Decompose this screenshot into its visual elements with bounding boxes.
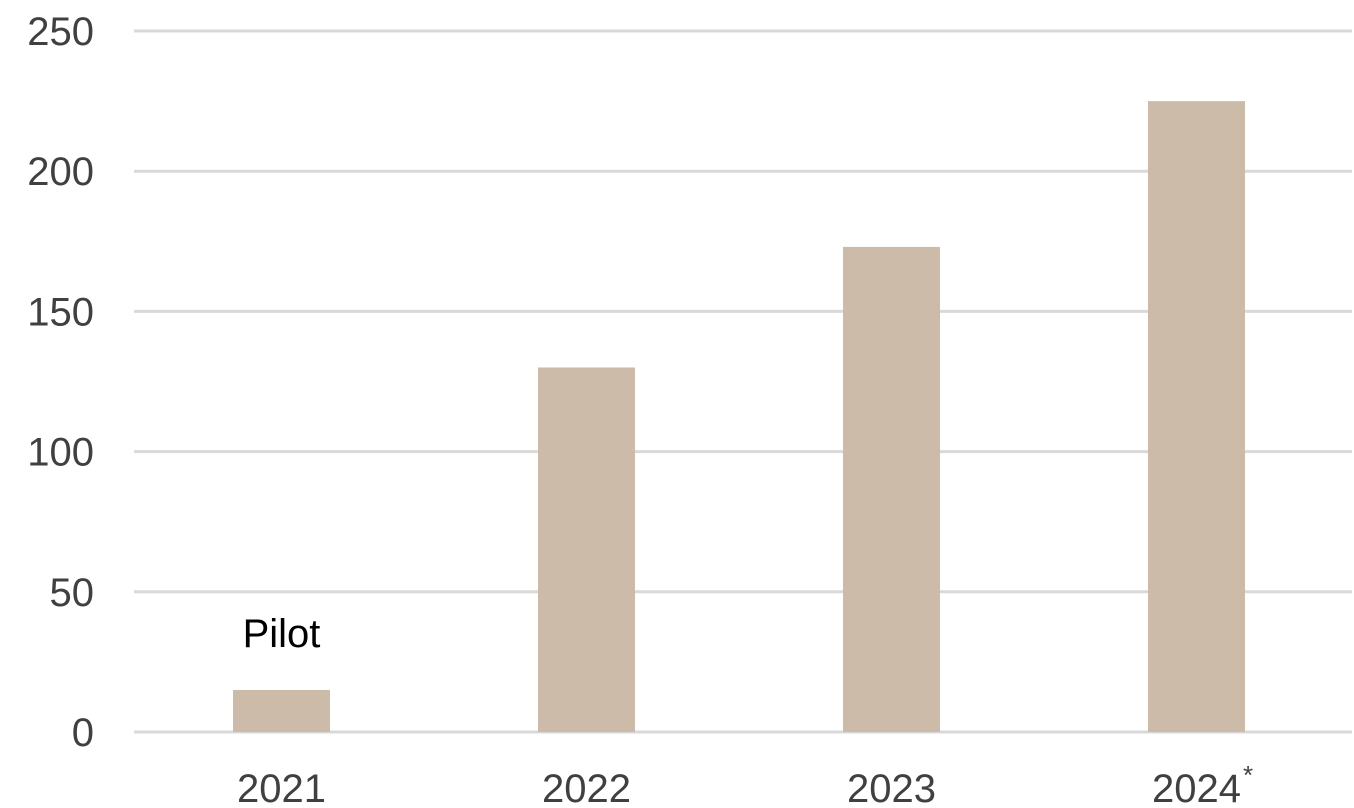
y-tick-label: 100 <box>27 431 94 475</box>
x-tick-label: 2024 <box>1152 767 1241 808</box>
bar-2022 <box>538 367 635 732</box>
y-axis-ticks: 0 50 100 150 200 250 <box>27 10 94 755</box>
bar-2023 <box>843 246 940 732</box>
x-tick-label: 2022 <box>542 767 631 808</box>
y-tick-label: 150 <box>27 290 94 334</box>
annotation-label: Pilot <box>243 612 321 656</box>
x-tick-label: 2021 <box>237 767 326 808</box>
bar-2021 <box>233 689 330 732</box>
y-tick-label: 250 <box>27 10 94 54</box>
y-tick-label: 0 <box>72 711 94 755</box>
y-tick-label: 50 <box>50 571 95 615</box>
bars <box>233 101 1245 733</box>
bar-2024 <box>1148 101 1245 733</box>
x-tick-label: 2023 <box>847 767 936 808</box>
y-tick-label: 200 <box>27 150 94 194</box>
x-axis-ticks: 2021 2022 2023 2024 * <box>237 760 1253 808</box>
footnote-marker: * <box>1243 760 1253 790</box>
annotations: Pilot <box>243 612 321 656</box>
